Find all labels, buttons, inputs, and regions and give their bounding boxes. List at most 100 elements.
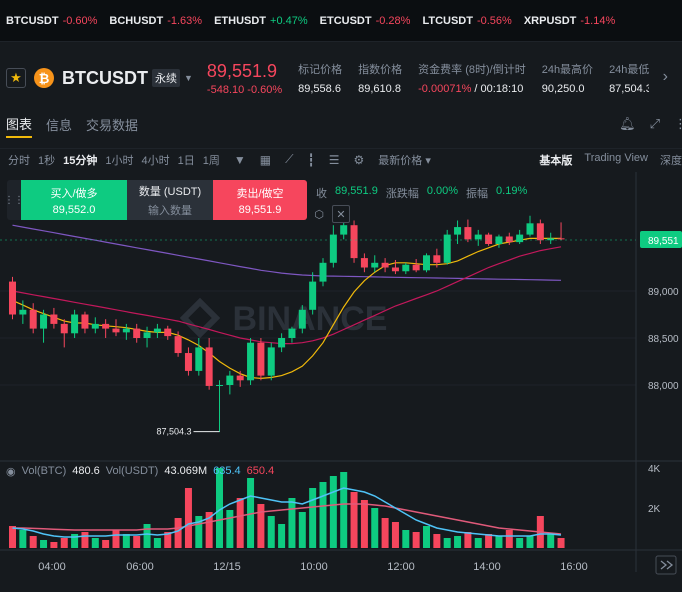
buy-long-button[interactable]: 买入/做多 89,552.0 bbox=[21, 180, 127, 220]
candle[interactable] bbox=[360, 253, 368, 273]
candle[interactable] bbox=[381, 258, 389, 273]
candle[interactable] bbox=[247, 338, 255, 385]
ticker-item[interactable]: BTCUSDT -0.60% bbox=[6, 15, 97, 27]
candle[interactable] bbox=[112, 319, 120, 337]
ticker-item[interactable]: BCHUSDT -1.63% bbox=[109, 15, 202, 27]
candle[interactable] bbox=[91, 317, 99, 334]
candle[interactable] bbox=[205, 338, 213, 390]
candle[interactable] bbox=[29, 303, 37, 334]
gear-icon[interactable]: ⚙ bbox=[353, 152, 365, 167]
settings-sliders-icon[interactable]: ☰ bbox=[328, 152, 340, 167]
candle[interactable] bbox=[516, 229, 524, 244]
indicator-icon[interactable]: ▦ bbox=[259, 152, 272, 167]
candle[interactable] bbox=[257, 338, 265, 381]
ticker-item[interactable]: XRPUSDT -1.14% bbox=[524, 15, 615, 27]
candle[interactable] bbox=[536, 219, 544, 244]
candle[interactable] bbox=[19, 300, 27, 324]
candle[interactable] bbox=[288, 326, 296, 343]
price-source-select[interactable]: 最新价格 ▾ bbox=[378, 154, 431, 167]
candle[interactable] bbox=[371, 255, 379, 273]
candle[interactable] bbox=[60, 319, 68, 348]
candle[interactable] bbox=[454, 220, 462, 245]
candle[interactable] bbox=[557, 222, 565, 241]
candle[interactable] bbox=[319, 258, 327, 287]
close-icon[interactable]: ✕ bbox=[332, 205, 350, 223]
candle[interactable] bbox=[9, 276, 16, 320]
tab-chart[interactable]: 图表 bbox=[6, 114, 33, 138]
more-icon[interactable]: ⋮ bbox=[674, 116, 682, 131]
ticker-item[interactable]: ETHUSDT +0.47% bbox=[214, 15, 308, 27]
candle[interactable] bbox=[195, 338, 203, 376]
interval-4h[interactable]: 4小时 bbox=[141, 154, 170, 167]
chart-area[interactable]: BINANCE 87,504.3 89,000 88,500 88,000 89,551 4… bbox=[0, 172, 682, 592]
interval-15m[interactable]: 15分钟 bbox=[63, 154, 98, 167]
favorite-star-icon[interactable]: ★ bbox=[6, 68, 26, 88]
candle[interactable] bbox=[174, 331, 182, 357]
drag-handle-icon[interactable]: ⋮⋮ bbox=[7, 194, 24, 206]
stat-value: 89,558.6 bbox=[298, 83, 341, 95]
candle[interactable] bbox=[102, 319, 110, 338]
symbol-name[interactable]: BTCUSDT bbox=[62, 67, 148, 88]
candle[interactable] bbox=[122, 323, 130, 340]
candle[interactable] bbox=[226, 370, 234, 395]
candle[interactable] bbox=[71, 309, 79, 338]
candle[interactable] bbox=[412, 259, 420, 273]
candle[interactable] bbox=[236, 370, 244, 387]
ticker-item[interactable]: LTCUSDT -0.56% bbox=[422, 15, 511, 27]
line-chart-icon[interactable]: ⟋ bbox=[285, 152, 294, 166]
candle[interactable] bbox=[143, 326, 151, 348]
candle[interactable] bbox=[474, 229, 482, 246]
view-basic[interactable]: 基本版 bbox=[539, 154, 573, 167]
candle[interactable] bbox=[267, 342, 275, 381]
candle-body bbox=[309, 281, 317, 310]
candle[interactable] bbox=[350, 220, 358, 263]
candle[interactable] bbox=[40, 309, 48, 343]
sell-short-button[interactable]: 卖出/做空 89,551.9 bbox=[213, 180, 307, 220]
candle[interactable] bbox=[278, 333, 286, 353]
volume-bar bbox=[278, 524, 286, 548]
candle[interactable] bbox=[298, 305, 306, 334]
ticker-item[interactable]: ETCUSDT -0.28% bbox=[320, 15, 411, 27]
eye-icon[interactable]: ◉ bbox=[6, 466, 16, 478]
interval-timeline[interactable]: 分时 bbox=[8, 154, 30, 167]
candle[interactable] bbox=[133, 323, 141, 343]
interval-dropdown-icon[interactable]: ▼ bbox=[233, 152, 246, 167]
candle[interactable] bbox=[216, 380, 223, 432]
candles-icon[interactable]: ┇ bbox=[307, 152, 315, 167]
candle[interactable] bbox=[443, 229, 451, 265]
symbol-dropdown-caret-icon[interactable]: ▼ bbox=[184, 73, 193, 83]
interval-1d[interactable]: 1日 bbox=[177, 154, 195, 167]
interval-1h[interactable]: 1小时 bbox=[105, 154, 134, 167]
expand-icon[interactable]: ⤢ bbox=[649, 116, 660, 131]
candle[interactable] bbox=[464, 219, 472, 243]
interval-1s[interactable]: 1秒 bbox=[38, 154, 56, 167]
view-tradingview[interactable]: Trading View bbox=[584, 151, 648, 164]
candle[interactable] bbox=[391, 259, 399, 275]
candle[interactable] bbox=[153, 323, 161, 338]
hide-legend-icon[interactable]: ⬡ bbox=[310, 205, 328, 223]
candle[interactable] bbox=[423, 253, 430, 273]
candle[interactable] bbox=[526, 215, 534, 237]
candlestick-chart[interactable]: BINANCE87,504.389,00088,50088,00089,5514… bbox=[0, 172, 682, 592]
candle[interactable] bbox=[495, 234, 503, 248]
candle[interactable] bbox=[309, 272, 317, 315]
candle[interactable] bbox=[505, 232, 513, 245]
price-source-label: 最新价格 bbox=[378, 154, 423, 167]
candle[interactable] bbox=[402, 262, 410, 275]
tab-info[interactable]: 信息 bbox=[46, 118, 73, 133]
tab-trading-data[interactable]: 交易数据 bbox=[86, 118, 139, 133]
candle[interactable] bbox=[164, 325, 172, 340]
candle[interactable] bbox=[329, 225, 337, 268]
candle[interactable] bbox=[184, 347, 192, 376]
bell-icon[interactable]: 🔔︎ bbox=[619, 116, 636, 131]
candle[interactable] bbox=[547, 232, 555, 244]
quantity-input[interactable]: 数量 (USDT) 输入数量 bbox=[127, 180, 213, 220]
stat-label: 标记价格 bbox=[298, 64, 343, 76]
candle[interactable] bbox=[433, 248, 441, 268]
candle[interactable] bbox=[485, 232, 493, 246]
view-depth[interactable]: 深度 bbox=[660, 154, 682, 167]
candle[interactable] bbox=[50, 307, 58, 329]
candle[interactable] bbox=[81, 311, 89, 334]
interval-1w[interactable]: 1周 bbox=[202, 154, 220, 167]
chevron-right-icon[interactable]: › bbox=[662, 68, 668, 85]
